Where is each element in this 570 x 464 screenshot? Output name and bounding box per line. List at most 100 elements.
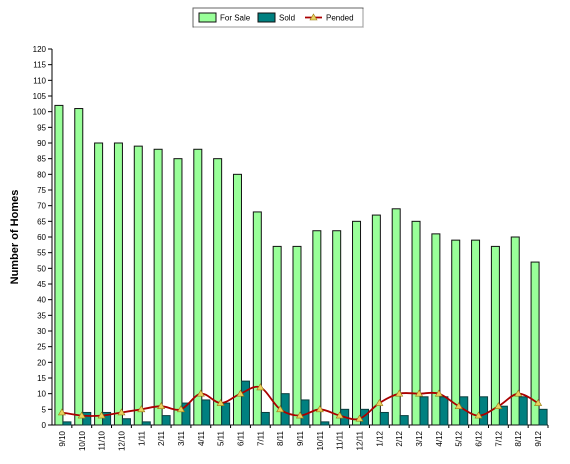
pended-point [534,398,543,406]
pended-point [97,411,106,419]
x-tick-label: 10/10 [78,430,87,451]
pended-point [57,408,66,416]
y-tick-label: 75 [37,186,46,195]
y-tick-label: 65 [37,217,46,226]
legend-label: For Sale [220,14,251,23]
y-tick-label: 55 [37,249,46,258]
for-sale-bar [113,142,123,426]
legend: For Sale Sold Pended [192,7,364,28]
for-sale-bar [431,233,441,426]
sold-bar [538,408,548,426]
pended-point [375,398,384,406]
pended-point [137,405,146,413]
y-tick-label: 0 [42,421,47,430]
pended-point [514,389,523,397]
x-tick-label: 4/11 [197,430,206,446]
x-tick-label: 1/12 [375,430,384,446]
y-tick-label: 110 [33,76,46,85]
for-sale-bar [94,142,104,426]
for-sale-bars [54,104,540,426]
y-tick-label: 45 [37,280,46,289]
sold-bar [102,411,112,426]
x-tick-label: 9/10 [58,430,67,446]
sold-bar [82,411,92,426]
pended-point [256,383,265,391]
x-tick-label: 11/10 [98,430,107,450]
pended-point [276,405,285,413]
pended-point [295,411,305,419]
x-tick-label: 1/11 [137,430,146,446]
y-tick-label: 10 [37,390,46,399]
for-sale-bar [213,158,223,426]
y-tick-label: 35 [37,311,46,320]
pended-point [355,414,364,422]
x-tick-label: 5/11 [217,430,226,446]
y-tick-label: 50 [37,264,46,273]
sold-bar [260,411,270,426]
sold-bar [121,418,131,426]
for-sale-bar [173,158,183,426]
sold-bar [141,421,151,426]
x-tick-label: 7/11 [256,430,265,446]
y-tick-label: 25 [37,343,46,352]
for-sale-bar [371,214,381,426]
y-tick-label: 85 [37,155,46,164]
x-tick-label: 9/11 [296,430,305,446]
y-axis-label: Number of Homes [9,190,21,285]
y-tick-label: 95 [37,123,46,132]
for-sale-bar [153,148,163,426]
sold-bar [439,396,449,426]
for-sale-bar [530,261,540,426]
sold-bar [201,399,211,426]
for-sale-bar [411,220,421,426]
x-tick-label: 10/11 [316,430,325,450]
for-sale-bar [471,239,481,426]
legend-swatch [198,12,217,23]
y-tick-label: 5 [42,405,47,414]
pended-point [454,402,463,409]
x-tick-label: 7/12 [494,430,503,446]
x-tick-label: 9/12 [534,430,543,446]
pended-line [57,383,543,422]
x-tick-label: 6/11 [236,430,245,446]
pended-point [117,408,126,416]
sold-bar [498,405,508,426]
sold-bar [181,402,191,426]
y-tick-label: 40 [37,296,46,305]
for-sale-bar [193,148,203,426]
pended-point [494,402,503,409]
for-sale-bar [272,245,282,426]
sold-bar [240,380,250,426]
for-sale-bar [510,236,520,426]
legend-swatch [257,12,276,23]
legend-marker [309,13,318,21]
sold-bar [399,415,409,426]
pended-point [335,411,344,419]
y-tick-label: 80 [37,170,46,179]
pended-point [395,389,404,397]
x-tick-label: 3/12 [415,430,424,446]
pended-point [196,389,205,397]
pended-point [434,389,443,397]
sold-bar [419,396,429,426]
x-tick-label: 11/11 [336,430,345,449]
pended-point [236,389,245,397]
pended-point [474,411,483,419]
sold-bar [518,396,528,426]
x-tick-label: 3/11 [177,430,186,446]
x-tick-label: 8/12 [514,430,523,446]
x-tick-label: 5/12 [455,430,464,446]
for-sale-bar [332,230,342,426]
for-sale-bar [232,173,242,426]
for-sale-bar [292,245,302,426]
for-sale-bar [133,145,143,426]
for-sale-bar [490,245,500,426]
sold-bar [379,411,389,426]
for-sale-bar [312,230,322,426]
legend-label: Sold [279,14,295,23]
sold-bar [161,415,171,426]
x-tick-label: 8/11 [276,430,285,446]
x-tick-label: 4/12 [435,430,444,446]
for-sale-bar [252,211,262,426]
